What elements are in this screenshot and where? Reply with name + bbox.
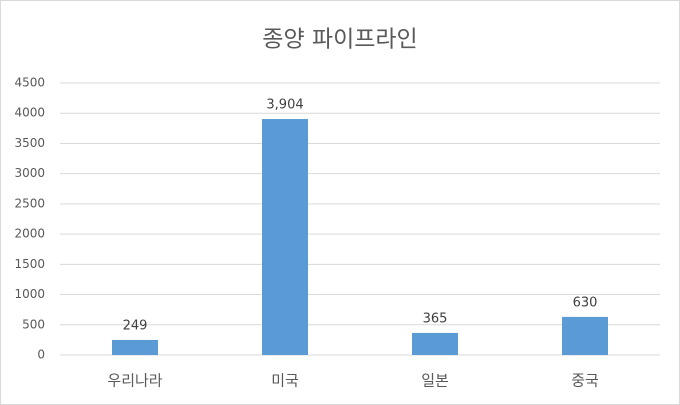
y-tick-label: 1500	[14, 257, 45, 271]
x-tick-label: 미국	[271, 372, 299, 390]
y-tick-label: 0	[37, 348, 45, 362]
bar	[112, 339, 158, 355]
chart-title: 종양 파이프라인	[262, 27, 417, 53]
y-tick-label: 2500	[14, 196, 45, 210]
value-label: 365	[423, 311, 448, 326]
x-tick-label: 일본	[421, 372, 449, 390]
y-tick-label: 3500	[14, 136, 45, 150]
y-tick-label: 4000	[14, 106, 45, 120]
value-label: 630	[573, 295, 598, 310]
bar	[262, 119, 308, 355]
y-tick-label: 1000	[14, 287, 45, 301]
y-tick-label: 2000	[14, 227, 45, 241]
value-label: 249	[123, 318, 148, 333]
bar	[562, 316, 608, 355]
value-label: 3,904	[266, 98, 303, 113]
x-tick-label: 중국	[571, 372, 599, 390]
bar	[412, 332, 458, 355]
y-tick-label: 3000	[14, 166, 45, 180]
x-tick-label: 우리나라	[107, 372, 162, 390]
y-tick-label: 500	[22, 317, 45, 331]
y-tick-label: 4500	[14, 76, 45, 90]
